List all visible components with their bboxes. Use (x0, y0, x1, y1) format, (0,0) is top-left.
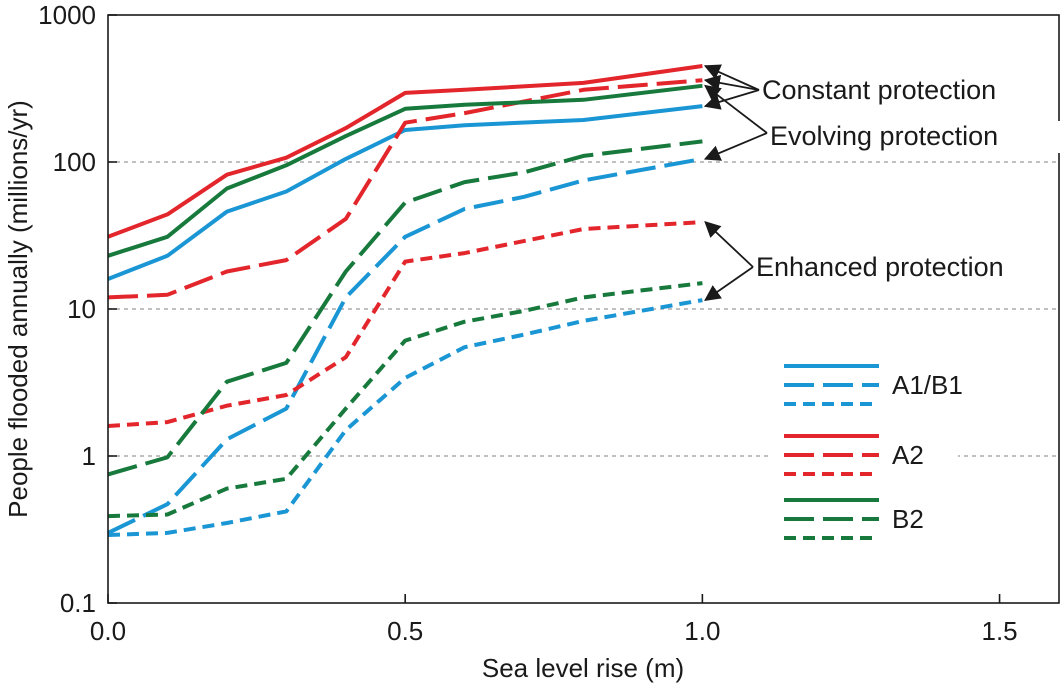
y-tick-label-3: 100 (53, 147, 96, 177)
x-tick-label-3: 1.5 (981, 616, 1017, 646)
series-a2-constant-line (107, 64, 703, 239)
annotation-evolving-protection: Evolving protection (770, 121, 998, 151)
legend-label-a1-b1: A1/B1 (892, 370, 963, 400)
annotation-constant-protection: Constant protection (762, 75, 996, 105)
arrow-evolving-protection-1 (703, 132, 768, 161)
axis-ticks: 0.0 0.5 1.0 1.5 0.1 1 10 100 1000 (38, 0, 1017, 646)
series-a1-b1-constant-line (107, 104, 703, 281)
legend-label-b2: B2 (892, 504, 924, 534)
series-a2-evolving-line (107, 78, 703, 300)
arrow-constant-protection-2 (703, 89, 760, 110)
legend-label-a2: A2 (892, 440, 924, 470)
series-b2-enhanced-line (107, 281, 703, 519)
x-tick-label-0: 0.0 (90, 616, 126, 646)
annotation-bg-evolving-protection (768, 121, 1061, 153)
annotation-enhanced-protection: Enhanced protection (756, 252, 1004, 282)
y-tick-label-2: 10 (67, 294, 96, 324)
arrow-constant-protection-1 (703, 74, 760, 91)
y-tick-label-4: 1000 (38, 0, 96, 30)
series-a2-enhanced-line (107, 220, 703, 428)
series-b2-constant-line (107, 83, 703, 258)
arrow-constant-protection-0 (703, 64, 760, 91)
annotations: Constant protection Evolving protection En… (703, 64, 1061, 302)
x-tick-label-2: 1.0 (684, 616, 720, 646)
y-tick-label-0: 0.1 (60, 588, 96, 618)
annotation-bg-enhanced-protection (754, 252, 1049, 284)
series-lines (107, 64, 703, 537)
arrow-enhanced-protection-0 (704, 221, 754, 268)
x-tick-label-1: 0.5 (387, 616, 423, 646)
x-axis-title: Sea level rise (m) (482, 653, 684, 683)
arrow-enhanced-protection-1 (704, 266, 754, 302)
y-tick-label-1: 1 (82, 441, 96, 471)
legend: A1/B1 A2 B2 (772, 352, 963, 552)
series-a1-b1-evolving-line (107, 156, 703, 535)
annotation-bg-constant-protection (760, 75, 1055, 107)
y-axis-title: People flooded annually (millions/yr) (3, 100, 33, 518)
series-a1-b1-enhanced-line (107, 298, 703, 537)
series-b2-evolving-line (107, 139, 703, 477)
arrow-evolving-protection-0 (704, 84, 768, 134)
